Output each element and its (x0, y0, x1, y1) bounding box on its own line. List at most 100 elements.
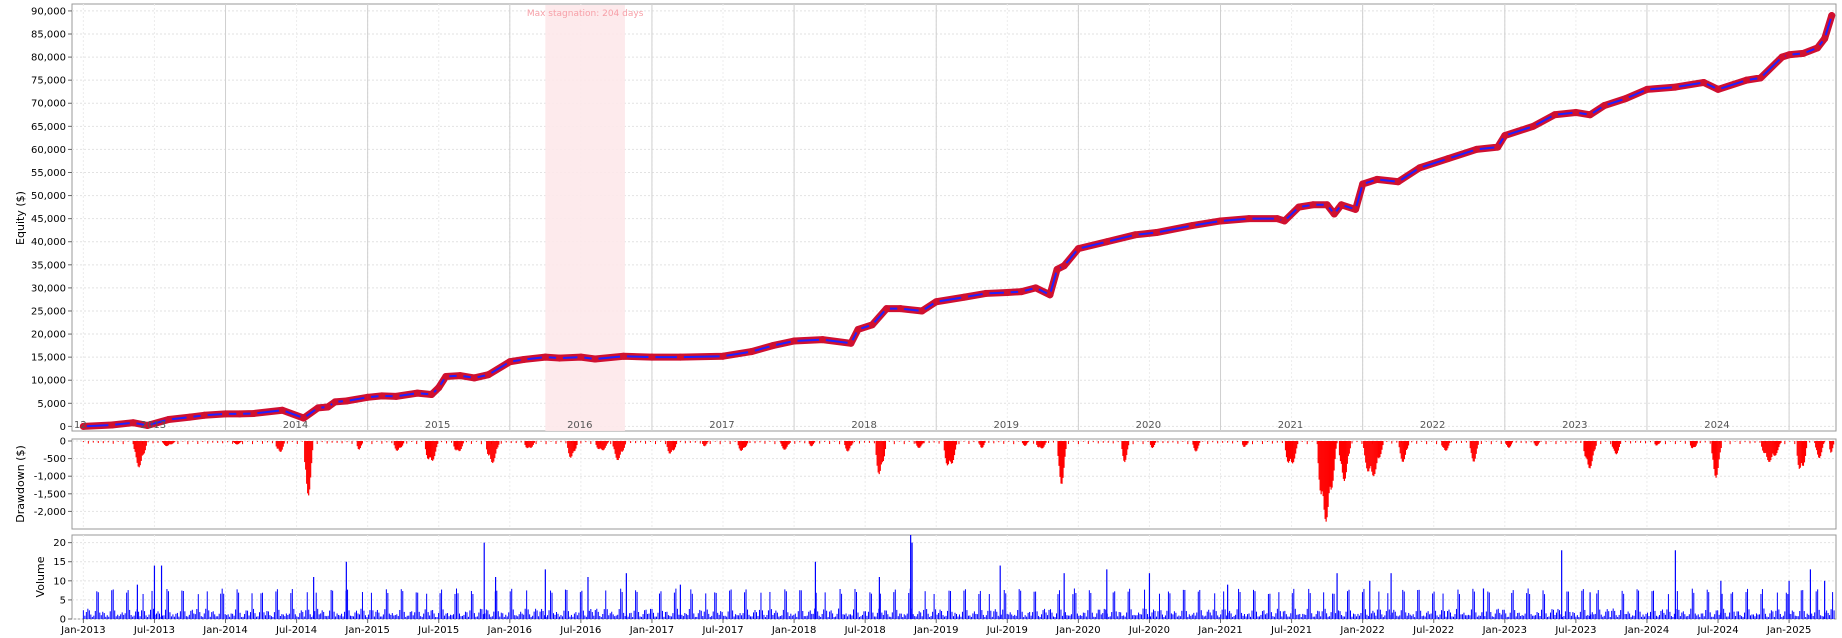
equity-point (1074, 245, 1082, 253)
equity-point (413, 389, 421, 397)
date-x-axis: Jan-2013 Jul-2013 Jan-2014 Jul-2014 Jan-2015… (60, 619, 1811, 636)
equity-point (897, 305, 905, 313)
date-tick-label: Jul-2024 (1696, 625, 1738, 636)
equity-point (1323, 201, 1331, 209)
equity-point (331, 398, 339, 406)
equity-y-tick-label: 25,000 (31, 306, 66, 317)
equity-point (1416, 164, 1424, 172)
equity-point (1444, 155, 1452, 163)
equity-point (470, 374, 478, 382)
equity-point (882, 305, 890, 313)
date-tick-label: Jul-2021 (1270, 625, 1312, 636)
equity-y-tick-label: 30,000 (31, 283, 66, 294)
equity-point (1551, 111, 1559, 119)
equity-point (591, 355, 599, 363)
equity-point (1622, 95, 1630, 103)
drawdown-y-axis-ticks: 0 -500 -1,000 -1,500 -2,000 (34, 437, 72, 518)
date-tick-label: Jan-2016 (487, 625, 532, 636)
equity-year-label: 12 (74, 420, 87, 431)
equity-point (222, 410, 230, 418)
equity-point (577, 353, 585, 361)
equity-point (1280, 217, 1288, 225)
equity-y-tick-label: 55,000 (31, 168, 66, 179)
date-tick-label: Jul-2016 (559, 625, 601, 636)
date-tick-label: Jul-2018 (844, 625, 886, 636)
equity-year-label: 2017 (709, 420, 734, 431)
equity-point (932, 298, 940, 306)
equity-y-tick-label: 5,000 (37, 399, 66, 410)
equity-point (1600, 102, 1608, 110)
equity-point (1046, 291, 1054, 299)
equity-point (342, 397, 350, 405)
date-tick-label: Jan-2014 (202, 625, 247, 636)
equity-point (300, 414, 308, 422)
date-tick-label: Jan-2017 (629, 625, 674, 636)
equity-point (186, 413, 194, 421)
equity-point (1814, 44, 1822, 52)
equity-point (1245, 215, 1253, 223)
equity-point (1700, 78, 1708, 86)
equity-panel-frame (71, 3, 1837, 432)
equity-point (143, 421, 151, 429)
equity-point (1352, 205, 1360, 213)
equity-point (1153, 229, 1161, 237)
date-tick-label: Jul-2017 (701, 625, 743, 636)
equity-point (1472, 145, 1480, 153)
equity-point (1799, 49, 1807, 57)
equity-point (1032, 284, 1040, 292)
equity-point (790, 337, 798, 345)
equity-point (1188, 222, 1196, 230)
equity-point (324, 403, 332, 411)
equity-point (1572, 108, 1580, 116)
equity-year-label: 2014 (283, 420, 308, 431)
equity-year-label: 2016 (567, 420, 592, 431)
equity-point (1295, 203, 1303, 211)
date-tick-label: Jan-2023 (1482, 625, 1527, 636)
equity-y-axis-ticks: 0 5,000 10,000 15,000 20,000 25,000 30,000 35,0… (31, 6, 72, 433)
equity-point (854, 325, 862, 333)
equity-grid (72, 4, 1836, 431)
volume-y-tick-label: 15 (53, 557, 66, 568)
equity-y-tick-label: 90,000 (31, 6, 66, 17)
equity-year-label: 2024 (1704, 420, 1729, 431)
equity-point (961, 293, 969, 301)
equity-point (719, 352, 727, 360)
equity-y-tick-label: 80,000 (31, 53, 66, 64)
equity-line (83, 15, 1833, 428)
equity-year-label: 2019 (994, 420, 1019, 431)
equity-point (1003, 289, 1011, 297)
equity-y-tick-label: 75,000 (31, 76, 66, 87)
equity-point (1273, 215, 1281, 223)
volume-grid (72, 535, 1836, 620)
equity-y-tick-label: 40,000 (31, 237, 66, 248)
date-tick-label: Jan-2025 (1766, 625, 1811, 636)
volume-y-tick-label: 5 (60, 595, 66, 606)
equity-point (278, 406, 286, 414)
date-tick-label: Jul-2015 (417, 625, 459, 636)
equity-point (769, 342, 777, 350)
equity-point (1586, 111, 1594, 119)
equity-point (1821, 35, 1829, 43)
equity-point (1714, 85, 1722, 93)
equity-point (1828, 12, 1836, 20)
equity-y-tick-label: 35,000 (31, 260, 66, 271)
volume-y-axis-ticks: 0 5 10 15 20 (53, 538, 72, 626)
equity-point (648, 353, 656, 361)
date-tick-label: Jul-2022 (1412, 625, 1454, 636)
date-tick-label: Jul-2014 (275, 625, 317, 636)
equity-point (250, 409, 258, 417)
equity-point (129, 419, 137, 427)
equity-point (1757, 74, 1765, 82)
equity-point (435, 384, 443, 392)
equity-y-tick-label: 60,000 (31, 145, 66, 156)
equity-point (1742, 76, 1750, 84)
equity-point (364, 393, 372, 401)
date-tick-label: Jan-2024 (1624, 625, 1669, 636)
date-tick-label: Jan-2019 (913, 625, 958, 636)
equity-point (428, 391, 436, 399)
drawdown-grid (72, 440, 1836, 529)
equity-point (868, 321, 876, 329)
equity-point (378, 392, 386, 400)
date-tick-label: Jan-2013 (60, 625, 105, 636)
equity-point (1018, 288, 1026, 296)
